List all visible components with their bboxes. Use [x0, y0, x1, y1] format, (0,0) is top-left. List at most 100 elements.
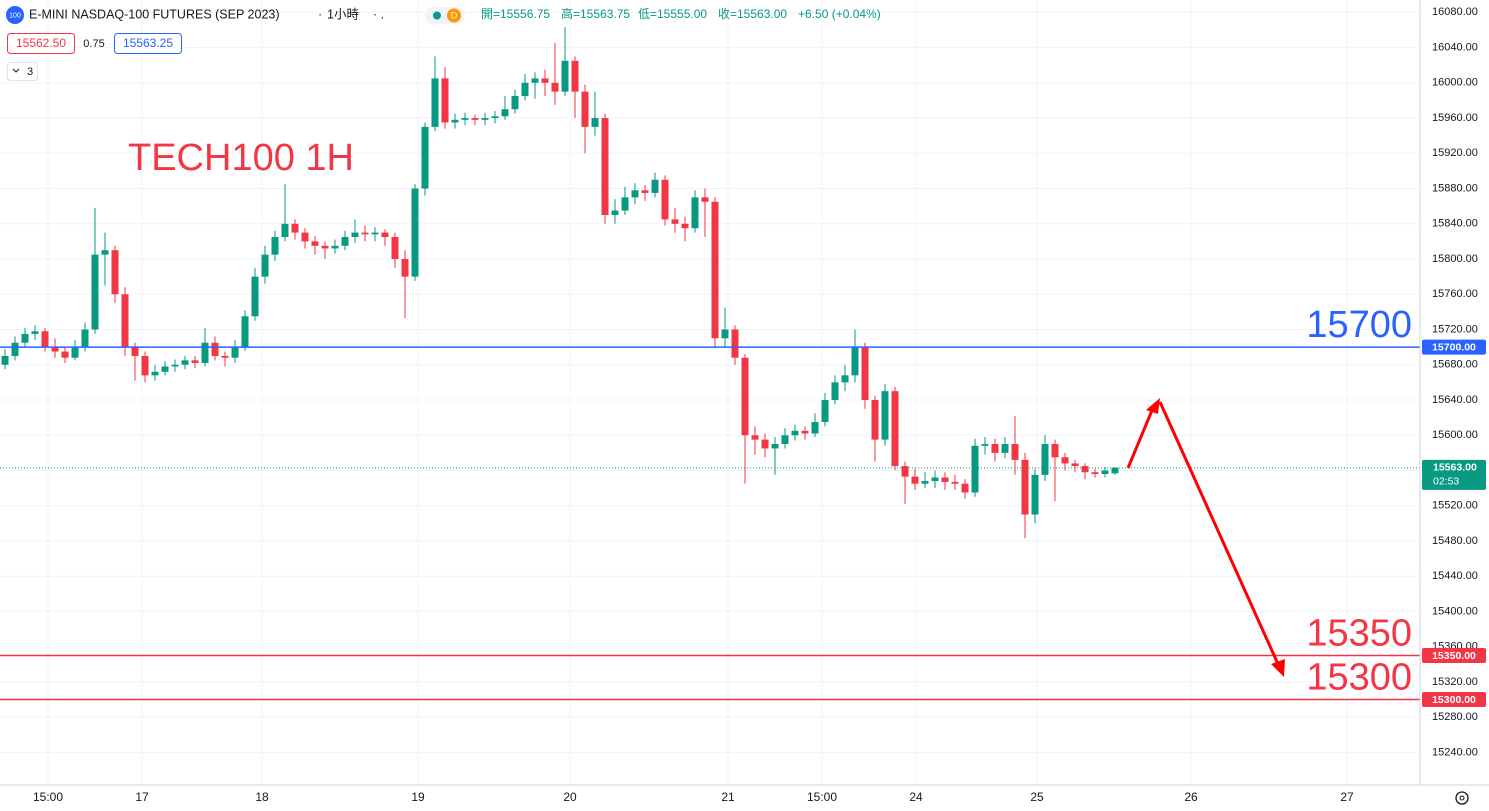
level-tag-box [1422, 692, 1486, 708]
y-tick-label: 15640.00 [1432, 394, 1478, 406]
bid: 15562.50 [16, 36, 66, 50]
status-dot [433, 11, 441, 20]
x-tick-label: 24 [909, 790, 923, 804]
x-tick-label: 26 [1184, 790, 1198, 804]
x-tick-label: 19 [411, 790, 425, 804]
candle-body [91, 254, 99, 330]
candle-body [51, 347, 59, 352]
candle-body [231, 347, 239, 358]
candle-body [951, 481, 959, 484]
candle-body [471, 118, 479, 120]
y-tick-label: 15960.00 [1432, 112, 1478, 124]
y-tick-label: 15920.00 [1432, 147, 1478, 159]
indicator-toggle[interactable] [7, 62, 38, 81]
candle-body [141, 355, 149, 376]
candle-body [811, 422, 819, 434]
interval[interactable]: 1小時 [327, 7, 359, 21]
candle-body [1111, 467, 1119, 474]
candle-body [261, 254, 269, 277]
y-tick-label: 15240.00 [1432, 746, 1478, 758]
ohlc-open: 開=15556.75 [481, 7, 550, 21]
y-tick-label: 15840.00 [1432, 218, 1478, 230]
level-label: 15300 [1306, 657, 1412, 699]
candle-body [741, 357, 749, 436]
candle-body [671, 219, 679, 224]
candle-body [291, 223, 299, 233]
candle-body [821, 399, 829, 423]
bid-box[interactable] [7, 33, 75, 54]
candle-body [901, 466, 909, 477]
candle-body [341, 236, 349, 246]
candle-body [131, 347, 139, 356]
y-tick-label: 15480.00 [1432, 535, 1478, 547]
candle-body [1081, 466, 1089, 473]
candle-body [551, 82, 559, 92]
candle-body [241, 316, 249, 348]
y-tick-label: 16000.00 [1432, 77, 1478, 89]
candles [1, 27, 1119, 539]
y-tick-label: 15600.00 [1432, 429, 1478, 441]
candle-body [781, 435, 789, 445]
candle-body [151, 371, 159, 376]
candle-body [121, 294, 129, 348]
candle-body [21, 333, 29, 343]
candle-body [1001, 444, 1009, 453]
indicator-count: 3 [27, 66, 33, 78]
settings-icon[interactable] [1455, 791, 1469, 805]
candle-body [881, 391, 889, 440]
y-tick-label: 15520.00 [1432, 500, 1478, 512]
candle-body [461, 118, 469, 120]
candle-body [1021, 459, 1029, 515]
candle-body [61, 351, 69, 358]
candle-body [911, 476, 919, 484]
candle-body [271, 236, 279, 255]
symbol-icon-text: 100 [9, 12, 21, 19]
badge: D [451, 10, 458, 20]
candle-body [451, 119, 459, 123]
symbol-name[interactable]: E-MINI NASDAQ-100 FUTURES (SEP 2023) [29, 7, 280, 21]
candle-body [641, 190, 649, 193]
ohlc-high: 高=15563.75 [561, 6, 630, 21]
candle-body [731, 329, 739, 358]
x-tick-label: 15:00 [807, 790, 837, 804]
separator: · . [373, 7, 384, 21]
candle-body [521, 82, 529, 97]
y-tick-label: 15280.00 [1432, 711, 1478, 723]
candle-body [1041, 444, 1049, 475]
ask-box[interactable] [114, 33, 182, 54]
candle-body [501, 109, 509, 117]
candle-body [311, 241, 319, 246]
y-tick-label: 15760.00 [1432, 288, 1478, 300]
last-price-tag: 15563.00 [1433, 462, 1477, 474]
arrow-annotation [1126, 398, 1285, 677]
x-tick-label: 18 [255, 790, 269, 804]
y-tick-label: 16080.00 [1432, 6, 1478, 18]
level-label: 15350 [1306, 613, 1412, 655]
candle-body [191, 360, 199, 363]
candle-body [1051, 444, 1059, 458]
x-tick-label: 20 [563, 790, 577, 804]
candle-body [11, 342, 19, 356]
candle-body [251, 276, 259, 317]
x-tick-label: 17 [135, 790, 149, 804]
ask: 15563.25 [123, 36, 173, 50]
candle-body [511, 96, 519, 110]
candle-body [591, 118, 599, 127]
candle-body [331, 245, 339, 249]
y-tick-label: 15680.00 [1432, 359, 1478, 371]
candle-body [921, 481, 929, 484]
candle-body [431, 78, 439, 127]
candle-body [211, 342, 219, 356]
level-tag: 15700.00 [1432, 341, 1476, 353]
candle-body [621, 197, 629, 211]
x-tick-label: 21 [721, 790, 735, 804]
candle-body [861, 347, 869, 400]
candle-body [701, 197, 709, 202]
candle-body [941, 477, 949, 482]
ohlc-close: 收=15563.00 [718, 7, 787, 21]
y-tick-label: 15440.00 [1432, 570, 1478, 582]
candle-body [31, 331, 39, 334]
